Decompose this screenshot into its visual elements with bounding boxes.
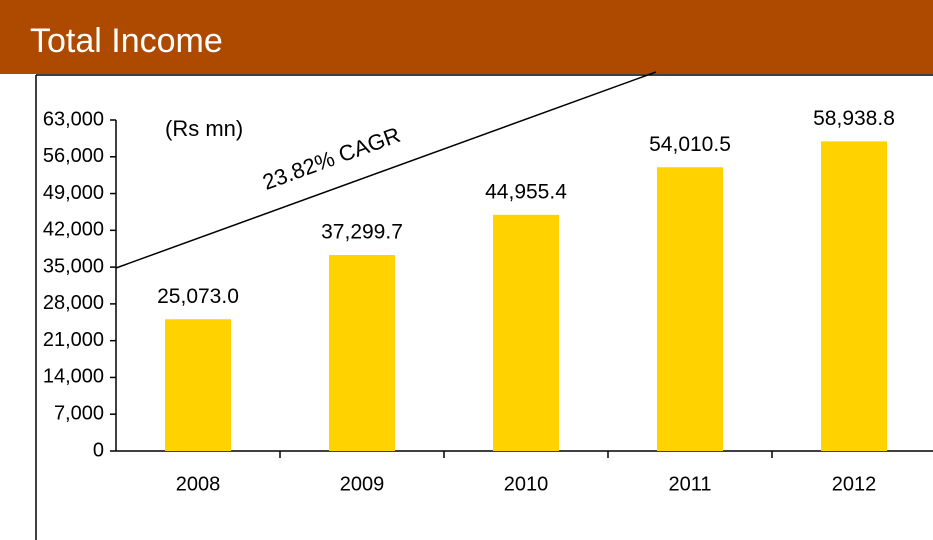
value-label: 37,299.7 <box>321 221 403 244</box>
value-label: 54,010.5 <box>649 133 731 156</box>
x-tick-label: 2011 <box>668 473 711 495</box>
bar <box>493 214 559 451</box>
y-tick-label: 42,000 <box>43 219 104 241</box>
value-label: 44,955.4 <box>485 180 567 203</box>
x-tick-label: 2010 <box>504 473 549 495</box>
bar <box>657 167 723 452</box>
header-bar <box>0 0 933 74</box>
cagr-line <box>115 71 657 269</box>
y-tick-label: 28,000 <box>43 292 104 314</box>
unit-label: (Rs mn) <box>165 116 243 141</box>
bar <box>821 141 887 452</box>
value-label: 58,938.8 <box>813 107 895 130</box>
y-tick-label: 0 <box>93 439 104 461</box>
bar <box>329 255 395 451</box>
y-tick-label: 21,000 <box>43 329 104 351</box>
x-tick-label: 2008 <box>176 473 221 495</box>
y-tick-label: 56,000 <box>43 145 104 167</box>
y-tick-label: 63,000 <box>43 108 104 130</box>
y-tick-label: 35,000 <box>43 255 104 277</box>
y-tick-label: 14,000 <box>43 366 104 388</box>
y-tick-label: 49,000 <box>43 182 104 204</box>
value-label: 25,073.0 <box>157 285 239 308</box>
chart-title: Total Income <box>30 22 223 60</box>
bar <box>165 319 231 451</box>
y-tick-label: 7,000 <box>54 403 104 425</box>
cagr-annotation: 23.82% CAGR <box>259 122 403 195</box>
x-tick-label: 2009 <box>340 473 385 495</box>
x-tick-label: 2012 <box>832 473 877 495</box>
